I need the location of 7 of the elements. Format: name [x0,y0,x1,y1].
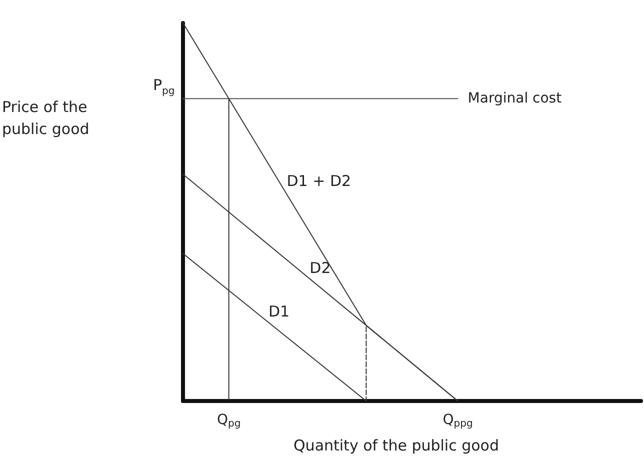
text: P$_{pg}$ [153,76,175,97]
x-axis-title: Quantity of the public good [294,436,499,454]
series-label: D1 [268,302,290,320]
series-label: Marginal cost [468,90,562,107]
text: Price of the public good [2,98,92,138]
series-label: D1 + D2 [286,172,352,190]
series-label: D2 [310,258,331,277]
